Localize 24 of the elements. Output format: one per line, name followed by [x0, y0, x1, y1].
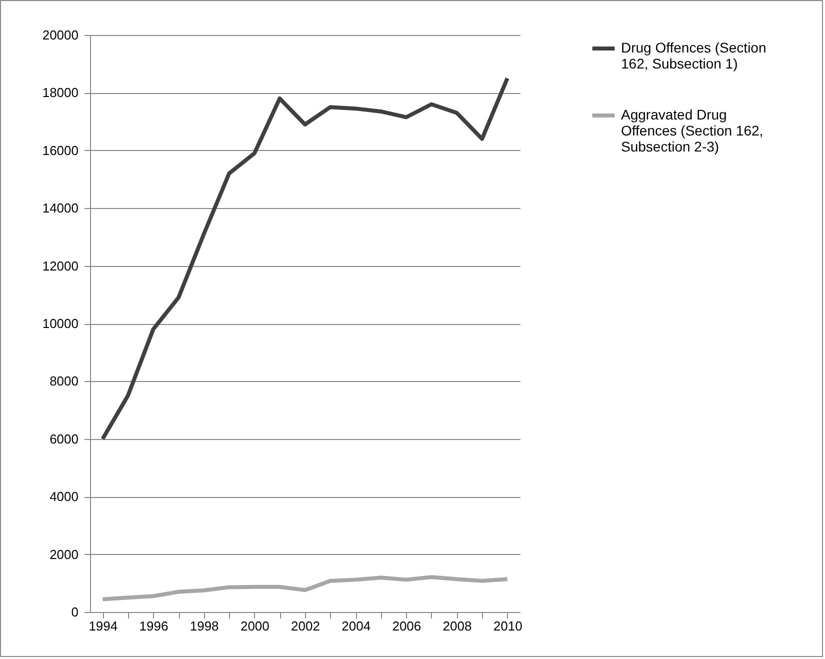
y-tick-label: 18000	[42, 85, 78, 100]
y-tick-label: 6000	[50, 431, 78, 446]
x-tick-label: 2002	[291, 618, 320, 634]
y-tick-label: 0	[71, 604, 78, 620]
y-tick-label: 14000	[42, 200, 78, 216]
x-tick-label: 2004	[342, 618, 371, 634]
legend-label: Aggravated Drug Offences (Section 162, Subsection 2-3)	[621, 106, 764, 154]
y-tick-label: 2000	[50, 546, 78, 562]
line-series	[100, 76, 510, 441]
y-tick-label: 4000	[50, 489, 78, 504]
x-tick-label: 2006	[392, 618, 422, 634]
legend-label: Drug Offences (Section 162, Subsection 1)	[621, 40, 766, 72]
x-tick-label: 2000	[240, 618, 270, 634]
line-series	[100, 575, 510, 602]
x-tick-label: 1996	[139, 618, 168, 634]
x-tick-label: 2010	[493, 618, 522, 634]
y-tick-label: 20000	[42, 28, 78, 42]
x-tick-label: 1994	[88, 618, 118, 634]
y-tick-label: 16000	[42, 142, 78, 158]
y-tick-label: 10000	[42, 316, 78, 331]
y-tick-label: 8000	[50, 374, 78, 389]
y-tick-label: 12000	[42, 258, 78, 274]
x-tick-label: 2008	[442, 618, 472, 634]
x-tick-label: 1998	[190, 618, 219, 634]
